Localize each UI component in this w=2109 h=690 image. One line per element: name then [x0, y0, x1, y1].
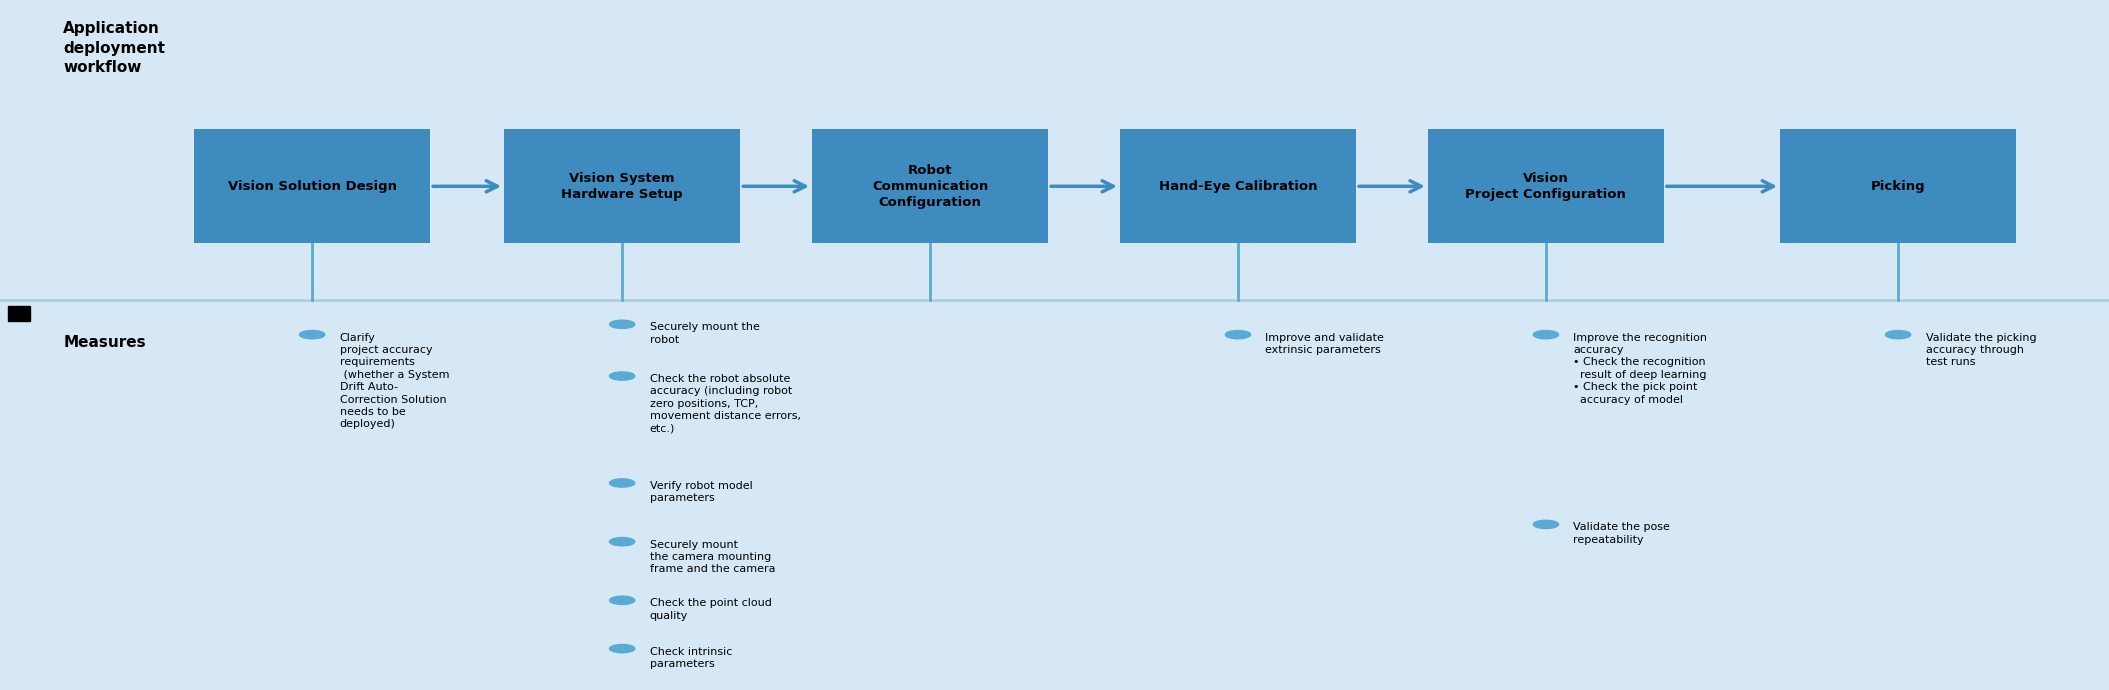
Circle shape [610, 538, 635, 546]
Text: Improve the recognition
accuracy
• Check the recognition
  result of deep learni: Improve the recognition accuracy • Check… [1573, 333, 1708, 404]
Text: Picking: Picking [1871, 180, 1926, 193]
Text: Check intrinsic
parameters: Check intrinsic parameters [650, 647, 732, 669]
Circle shape [1533, 520, 1559, 529]
Text: Verify robot model
parameters: Verify robot model parameters [650, 481, 753, 503]
Circle shape [1533, 331, 1559, 339]
Text: Vision Solution Design: Vision Solution Design [228, 180, 396, 193]
Circle shape [610, 596, 635, 604]
Text: Clarify
project accuracy
requirements
 (whether a System
Drift Auto-
Correction : Clarify project accuracy requirements (w… [340, 333, 449, 429]
Circle shape [1225, 331, 1251, 339]
Circle shape [610, 320, 635, 328]
Circle shape [610, 479, 635, 487]
FancyBboxPatch shape [1780, 130, 2016, 244]
Text: Check the point cloud
quality: Check the point cloud quality [650, 598, 772, 620]
Text: Hand-Eye Calibration: Hand-Eye Calibration [1158, 180, 1318, 193]
Circle shape [610, 644, 635, 653]
Text: Securely mount the
robot: Securely mount the robot [650, 322, 759, 344]
FancyBboxPatch shape [1428, 130, 1664, 244]
Circle shape [1885, 331, 1911, 339]
Text: Improve and validate
extrinsic parameters: Improve and validate extrinsic parameter… [1265, 333, 1384, 355]
FancyBboxPatch shape [194, 130, 430, 244]
Text: Vision
Project Configuration: Vision Project Configuration [1466, 172, 1626, 201]
Text: Securely mount
the camera mounting
frame and the camera: Securely mount the camera mounting frame… [650, 540, 776, 574]
FancyBboxPatch shape [504, 130, 740, 244]
Text: Application
deployment
workflow: Application deployment workflow [63, 21, 165, 75]
FancyBboxPatch shape [812, 130, 1048, 244]
Circle shape [610, 372, 635, 380]
FancyBboxPatch shape [1120, 130, 1356, 244]
Text: Measures: Measures [63, 335, 146, 350]
Bar [8, 306, 30, 321]
Circle shape [299, 331, 325, 339]
Text: Robot
Communication
Configuration: Robot Communication Configuration [871, 164, 989, 209]
Text: Validate the pose
repeatability: Validate the pose repeatability [1573, 522, 1670, 544]
Text: Vision System
Hardware Setup: Vision System Hardware Setup [561, 172, 683, 201]
Text: Check the robot absolute
accuracy (including robot
zero positions, TCP,
movement: Check the robot absolute accuracy (inclu… [650, 374, 801, 433]
Text: Validate the picking
accuracy through
test runs: Validate the picking accuracy through te… [1926, 333, 2035, 367]
